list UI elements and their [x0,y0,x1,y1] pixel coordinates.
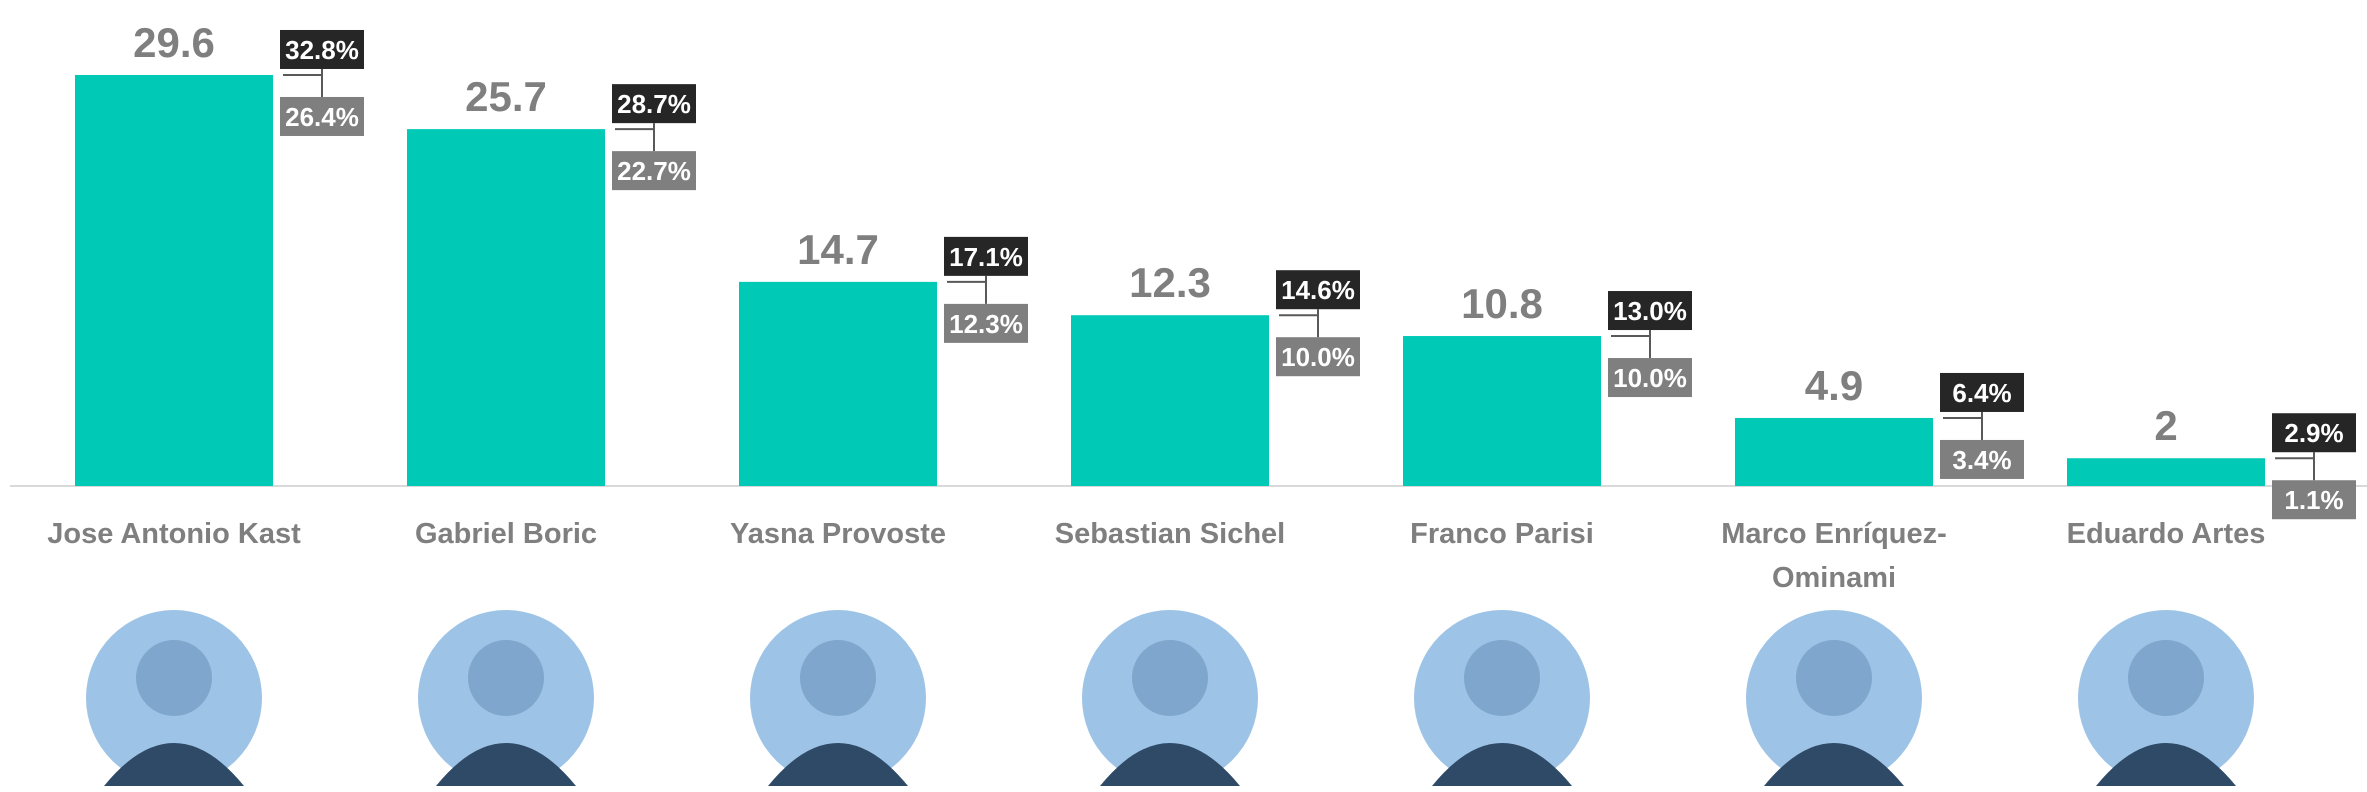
upper-box [612,84,696,124]
photo-body [1432,743,1572,786]
photo-head [136,640,212,716]
x-tick-label: Gabriel Boric [414,518,598,550]
lower-box [2272,480,2356,520]
x-tick-label: Marco Enríquez-Ominami [1721,518,1947,594]
upper-box [2272,413,2356,453]
value-label: 2 [2154,402,2177,449]
lower-box [944,303,1028,343]
lower-box [1276,337,1360,377]
photo-body [1100,743,1240,786]
upper-label: 2.9% [2284,418,2343,448]
value-label: 12.3 [1129,259,1211,306]
x-tick-label: Eduardo Artes [2066,518,2266,550]
upper-label: 6.4% [1952,378,2011,408]
bar [1735,417,1933,486]
upper-label: 13.0% [1613,296,1687,326]
value-label: 10.8 [1461,280,1543,327]
photo-head [1796,640,1872,716]
upper-box [1608,291,1692,331]
bar [739,281,937,486]
lower-label: 1.1% [2284,485,2343,515]
upper-label: 14.6% [1281,275,1355,305]
bar [407,129,605,486]
photo-head [2128,640,2204,716]
upper-box [944,236,1028,276]
lower-box [1608,358,1692,398]
lower-box [280,96,364,136]
bar [75,74,273,487]
upper-box [1276,270,1360,310]
lower-label: 10.0% [1281,342,1355,372]
lower-label: 12.3% [949,309,1023,339]
value-label: 14.7 [797,226,879,273]
upper-box [1940,372,2024,412]
x-tick-label: Sebastian Sichel [1054,518,1286,550]
x-tick-label: Franco Parisi [1410,518,1594,550]
photo-body [436,743,576,786]
lower-box [1940,439,2024,479]
bar [1403,336,1601,486]
photo-body [1764,743,1904,786]
lower-box [612,151,696,191]
x-tick-label: Jose Antonio Kast [47,518,301,550]
photo-head [1132,640,1208,716]
upper-label: 28.7% [617,89,691,119]
value-label: 25.7 [465,73,547,120]
bar [1071,315,1269,486]
photo-body [768,743,908,786]
upper-label: 17.1% [949,242,1023,272]
photo-head [1464,640,1540,716]
x-tick-label: Yasna Provoste [730,518,946,550]
lower-label: 10.0% [1613,363,1687,393]
value-label: 4.9 [1805,362,1863,409]
lower-label: 26.4% [285,102,359,132]
value-label: 29.6 [133,19,215,66]
lower-label: 3.4% [1952,445,2011,475]
photo-body [104,743,244,786]
photo-body [2096,743,2236,786]
lower-label: 22.7% [617,156,691,186]
upper-box [280,29,364,69]
upper-label: 32.8% [285,35,359,65]
photo-head [800,640,876,716]
bar [2067,458,2265,486]
photo-head [468,640,544,716]
